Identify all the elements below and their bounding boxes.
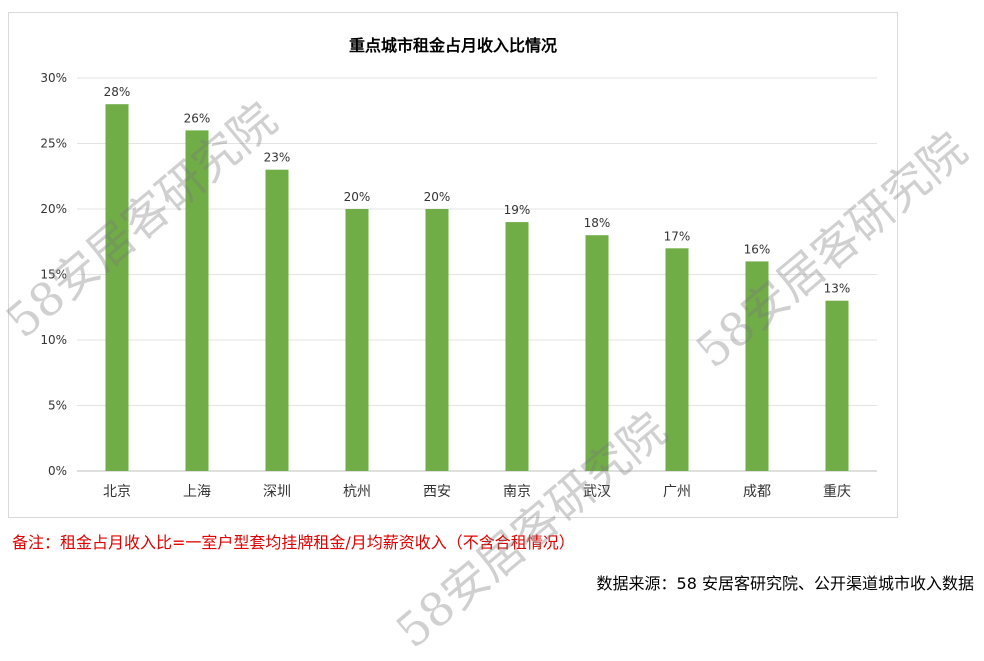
bar (265, 169, 289, 471)
bar (745, 261, 769, 471)
bar (585, 235, 609, 471)
data-label: 17% (664, 229, 691, 243)
x-tick-label: 上海 (183, 484, 211, 500)
bar-chart: 重点城市租金占月收入比情况 0% 5% 10% 15% 20% 25% 30% 28% 北京 26… (40, 36, 877, 500)
data-label: 20% (424, 190, 451, 204)
y-tick-label: 30% (40, 71, 67, 85)
bar (425, 209, 449, 471)
x-tick-label: 深圳 (263, 484, 291, 500)
data-label: 20% (344, 190, 371, 204)
y-tick-label: 15% (40, 268, 67, 282)
y-tick-label: 10% (40, 333, 67, 347)
footnote: 备注：租金占月收入比=一室户型套均挂牌租金/月均薪资收入（不含合租情况） (12, 533, 575, 552)
y-tick-label: 0% (48, 464, 67, 478)
data-source: 数据来源：58 安居客研究院、公开渠道城市收入数据 (596, 574, 974, 593)
x-tick-label: 重庆 (823, 484, 851, 500)
data-label: 19% (504, 203, 531, 217)
data-label: 28% (104, 85, 131, 99)
data-label: 16% (744, 242, 771, 256)
x-tick-label: 西安 (423, 484, 451, 500)
bar (505, 222, 529, 471)
data-label: 13% (824, 282, 851, 296)
x-tick-label: 北京 (103, 484, 131, 500)
bar (825, 300, 849, 471)
x-tick-label: 南京 (503, 484, 531, 500)
bar (665, 248, 689, 471)
y-tick-label: 20% (40, 202, 67, 216)
data-label: 23% (264, 151, 291, 165)
x-tick-label: 杭州 (343, 484, 371, 500)
x-tick-label: 成都 (743, 484, 771, 500)
chart-area: 重点城市租金占月收入比情况 0% 5% 10% 15% 20% 25% 30% 28% 北京 26… (8, 12, 898, 518)
data-label: 18% (584, 216, 611, 230)
bar (105, 104, 129, 471)
data-label: 26% (184, 111, 211, 125)
bar (345, 209, 369, 471)
bar (185, 130, 209, 471)
x-tick-label: 广州 (663, 484, 691, 500)
y-tick-label: 5% (48, 399, 67, 413)
x-tick-label: 武汉 (583, 484, 611, 500)
chart-title: 重点城市租金占月收入比情况 (349, 36, 557, 55)
y-tick-label: 25% (40, 137, 67, 151)
